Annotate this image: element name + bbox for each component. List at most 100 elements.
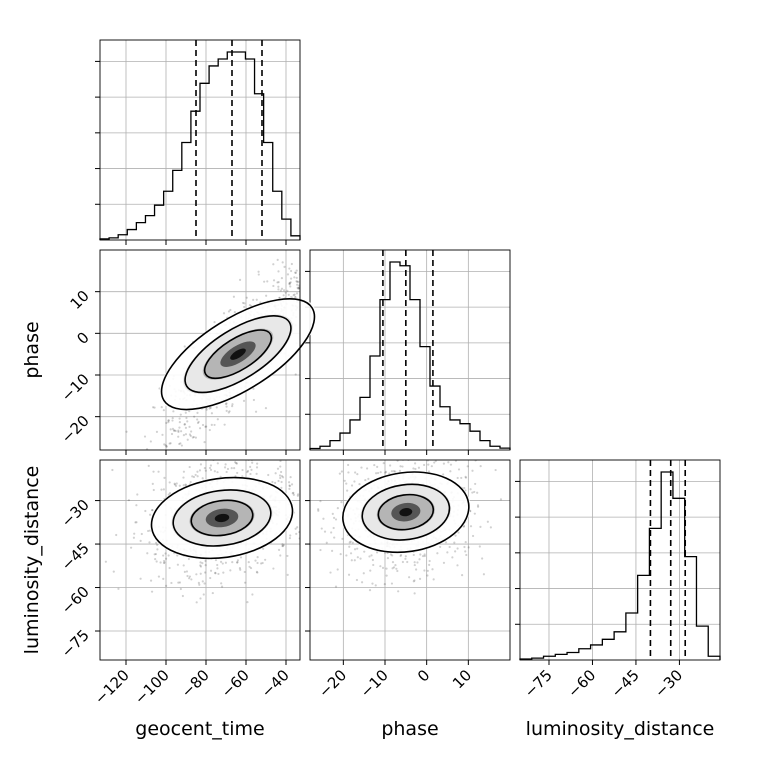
- scatter-point: [276, 281, 279, 284]
- scatter-point: [201, 562, 204, 565]
- scatter-point: [233, 467, 236, 470]
- scatter-point: [456, 547, 459, 550]
- scatter-point: [239, 568, 242, 571]
- scatter-point: [282, 294, 285, 297]
- scatter-point: [185, 570, 189, 573]
- scatter-point: [362, 572, 365, 575]
- scatter-point: [263, 280, 266, 283]
- scatter-point: [159, 561, 162, 564]
- contour-line: [184, 315, 292, 394]
- scatter-point: [152, 488, 155, 492]
- scatter-point: [385, 567, 388, 570]
- scatter-point: [139, 539, 142, 542]
- scatter-point: [371, 558, 374, 562]
- scatter-point: [369, 569, 372, 572]
- scatter-point: [423, 569, 426, 572]
- scatter-point: [179, 413, 182, 416]
- scatter-point: [391, 567, 394, 570]
- scatter-point: [239, 556, 243, 559]
- scatter-point: [183, 345, 186, 348]
- scatter-point: [255, 570, 258, 573]
- y-tick-label: −60: [58, 583, 93, 618]
- scatter-point: [442, 462, 446, 465]
- scatter-point: [242, 432, 244, 434]
- scatter-point: [252, 298, 255, 301]
- scatter-point: [294, 373, 297, 376]
- scatter-point: [288, 282, 291, 285]
- scatter-point: [153, 468, 155, 470]
- scatter-point: [324, 296, 326, 298]
- y-tick-label: 0: [73, 328, 92, 347]
- scatter-point: [349, 540, 352, 543]
- scatter-point: [156, 548, 159, 551]
- scatter-point: [216, 418, 219, 421]
- x-tick-label: −45: [608, 666, 643, 701]
- scatter-point: [163, 561, 166, 564]
- scatter-point: [413, 592, 416, 595]
- histogram-panel-luminosity_distance: [515, 459, 721, 661]
- scatter-point: [471, 469, 474, 472]
- scatter-point: [220, 582, 223, 585]
- scatter-point: [101, 474, 103, 476]
- scatter-point: [209, 569, 213, 572]
- scatter-point: [294, 271, 297, 275]
- scatter-point: [153, 553, 156, 556]
- scatter-point: [350, 559, 353, 562]
- scatter-point: [183, 570, 186, 573]
- scatter-point: [149, 579, 153, 582]
- scatter-point: [406, 560, 409, 564]
- y-tick-label: −20: [58, 412, 93, 447]
- scatter-point: [418, 558, 421, 561]
- scatter-point: [268, 456, 270, 458]
- scatter-point: [307, 583, 309, 585]
- scatter-point: [227, 310, 231, 313]
- scatter-point: [280, 287, 284, 290]
- scatter-point: [246, 469, 250, 473]
- scatter-point: [325, 512, 327, 514]
- scatter-point: [245, 296, 248, 299]
- scatter-point: [162, 561, 166, 565]
- scatter-point: [279, 289, 282, 292]
- scatter-point: [183, 423, 187, 426]
- scatter-point: [196, 421, 200, 425]
- scatter-point: [238, 278, 242, 281]
- scatter-point: [376, 471, 380, 475]
- scatter-point: [281, 476, 285, 479]
- scatter-point: [323, 264, 325, 266]
- scatter-point: [399, 554, 402, 558]
- scatter-point: [356, 473, 359, 476]
- scatter-point: [284, 291, 287, 294]
- scatter-point: [464, 550, 467, 553]
- scatter-point: [479, 465, 482, 468]
- scatter-point: [295, 280, 298, 283]
- scatter-point: [499, 498, 503, 501]
- scatter-point: [290, 483, 294, 486]
- scatter-point: [305, 262, 307, 264]
- scatter-point: [423, 553, 426, 556]
- scatter-point: [241, 301, 245, 305]
- scatter-panel-geocent_time-phase: [99, 249, 335, 476]
- scatter-point: [379, 565, 382, 568]
- scatter-point: [196, 418, 199, 421]
- scatter-point: [198, 583, 201, 586]
- scatter-point: [279, 554, 282, 557]
- scatter-point: [196, 470, 199, 473]
- scatter-point: [234, 454, 236, 456]
- scatter-point: [295, 292, 299, 295]
- scatter-point: [333, 299, 335, 301]
- y-tick-label: −75: [58, 626, 93, 661]
- scatter-point: [277, 548, 281, 551]
- scatter-point: [324, 272, 326, 274]
- scatter-point: [213, 321, 216, 324]
- x-tick-label: −120: [91, 666, 133, 708]
- scatter-point: [145, 448, 149, 450]
- scatter-point: [347, 573, 351, 576]
- scatter-point: [213, 470, 216, 473]
- scatter-point: [326, 471, 328, 473]
- scatter-point: [374, 584, 377, 587]
- scatter-point: [307, 259, 309, 261]
- scatter-point: [420, 429, 422, 431]
- scatter-point: [168, 481, 171, 484]
- y-tick-label: −10: [58, 370, 93, 405]
- scatter-point: [295, 269, 298, 272]
